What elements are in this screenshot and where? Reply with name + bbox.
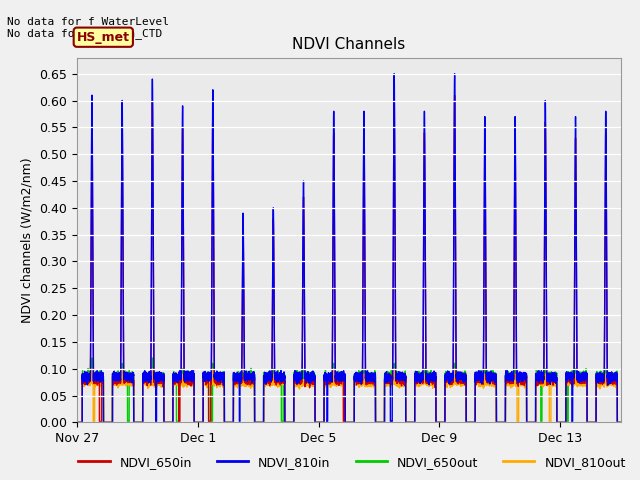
NDVI_810in xyxy=(73,420,81,425)
NDVI_650in xyxy=(522,378,530,384)
NDVI_810in xyxy=(287,420,294,425)
NDVI_650in xyxy=(481,144,489,150)
Legend: NDVI_650in, NDVI_810in, NDVI_650out, NDVI_810out: NDVI_650in, NDVI_810in, NDVI_650out, NDV… xyxy=(73,451,631,474)
Y-axis label: NDVI channels (W/m2/nm): NDVI channels (W/m2/nm) xyxy=(20,157,33,323)
NDVI_810out xyxy=(617,420,625,425)
NDVI_650in xyxy=(502,375,510,381)
NDVI_810in xyxy=(522,374,530,380)
Line: NDVI_810out: NDVI_810out xyxy=(77,369,621,422)
Text: HS_met: HS_met xyxy=(77,31,130,44)
NDVI_650in xyxy=(508,376,515,382)
NDVI_650in xyxy=(390,92,398,98)
NDVI_810in xyxy=(502,373,510,379)
NDVI_650out xyxy=(287,420,294,425)
NDVI_810out xyxy=(287,420,294,425)
NDVI_650out xyxy=(73,420,81,425)
NDVI_650in xyxy=(287,420,294,425)
Line: NDVI_650out: NDVI_650out xyxy=(77,358,621,422)
Text: No data for f_WaterLevel
No data for f_depth_CTD: No data for f_WaterLevel No data for f_d… xyxy=(7,16,170,39)
NDVI_650out xyxy=(88,355,96,361)
NDVI_650out xyxy=(502,373,510,379)
NDVI_650in xyxy=(617,420,625,425)
NDVI_810out xyxy=(481,373,489,379)
NDVI_650out xyxy=(522,379,530,385)
NDVI_810out xyxy=(73,420,81,425)
NDVI_810in xyxy=(508,373,515,379)
NDVI_650out xyxy=(617,420,625,425)
NDVI_650out xyxy=(302,376,310,382)
NDVI_810in xyxy=(390,71,398,77)
NDVI_810out xyxy=(522,375,530,381)
NDVI_650out xyxy=(508,374,515,380)
Line: NDVI_650in: NDVI_650in xyxy=(77,95,621,422)
Title: NDVI Channels: NDVI Channels xyxy=(292,37,405,52)
NDVI_810in xyxy=(302,375,310,381)
NDVI_650in xyxy=(73,420,81,425)
NDVI_650out xyxy=(481,368,489,373)
NDVI_810out xyxy=(508,377,515,383)
NDVI_810out xyxy=(502,379,510,385)
Line: NDVI_810in: NDVI_810in xyxy=(77,74,621,422)
NDVI_810in xyxy=(617,420,625,425)
NDVI_810in xyxy=(481,123,489,129)
NDVI_810out xyxy=(302,380,310,386)
NDVI_650in xyxy=(302,374,310,380)
NDVI_810out xyxy=(88,366,96,372)
